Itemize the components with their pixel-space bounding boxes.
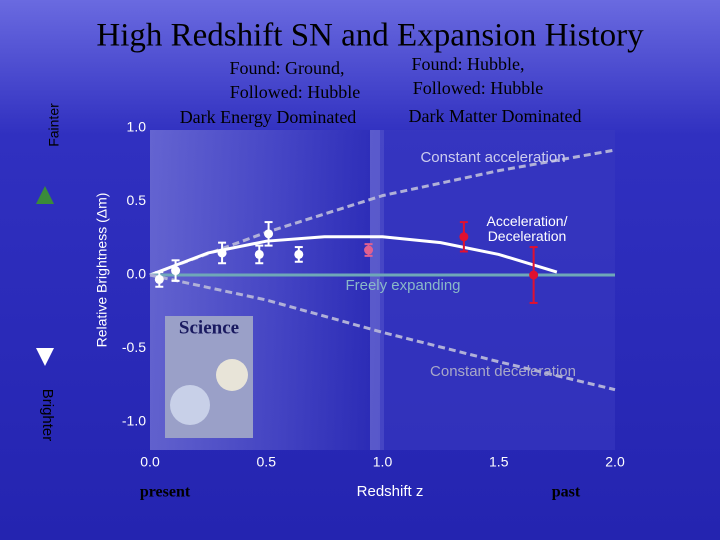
data-point xyxy=(264,229,274,239)
cover-planet xyxy=(170,385,210,425)
annotation: Followed: Hubble xyxy=(413,78,544,98)
data-point xyxy=(364,245,374,255)
arrow-head-down xyxy=(36,348,54,366)
curve xyxy=(149,235,558,277)
y-tick-label: 0.0 xyxy=(127,266,147,282)
data-point xyxy=(171,266,181,276)
curve xyxy=(149,148,616,277)
arrow-head-up xyxy=(36,186,54,204)
y-tick-label: -1.0 xyxy=(122,413,146,429)
curve-label: Constant deceleration xyxy=(430,363,576,380)
data-point xyxy=(294,249,304,259)
annotation: Fainter xyxy=(46,103,62,147)
chart-title: High Redshift SN and Expansion History xyxy=(96,18,644,54)
annotation: Found: Ground, xyxy=(229,58,344,78)
annotation: past xyxy=(552,484,581,501)
data-point xyxy=(459,232,469,242)
data-point xyxy=(154,274,164,284)
curve-label: Constant acceleration xyxy=(420,149,565,166)
annotation: Found: Hubble, xyxy=(411,54,524,74)
curve-label: Freely expanding xyxy=(345,277,460,294)
data-point xyxy=(529,270,539,280)
annotation: Dark Matter Dominated xyxy=(409,106,582,126)
x-tick-label: 0.0 xyxy=(140,454,160,470)
data-point xyxy=(217,248,227,258)
plot-shade-right xyxy=(380,130,615,450)
data-point xyxy=(254,249,264,259)
x-tick-label: 1.0 xyxy=(373,454,393,470)
x-tick-label: 2.0 xyxy=(605,454,625,470)
cover-title: Science xyxy=(179,317,239,338)
y-axis-label: Relative Brightness (Δm) xyxy=(94,193,110,348)
curve-label: Acceleration/Deceleration xyxy=(487,213,568,244)
y-tick-label: 1.0 xyxy=(127,119,147,135)
x-tick-label: 0.5 xyxy=(257,454,277,470)
y-tick-label: -0.5 xyxy=(122,339,146,355)
cover-face xyxy=(216,359,248,391)
annotation: present xyxy=(140,484,191,501)
science-cover: Science xyxy=(165,316,253,438)
annotation: Brighter xyxy=(39,389,56,442)
x-axis-label: Redshift z xyxy=(357,483,424,500)
curve xyxy=(149,273,616,392)
annotation: Dark Energy Dominated xyxy=(180,107,357,127)
x-tick-label: 1.5 xyxy=(489,454,509,470)
annotation: Followed: Hubble xyxy=(230,82,361,102)
y-tick-label: 0.5 xyxy=(127,192,147,208)
